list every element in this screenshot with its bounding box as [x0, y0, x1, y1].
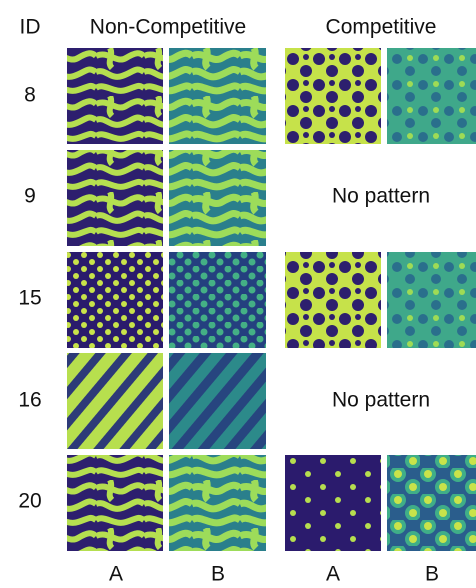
pattern-tile: [67, 48, 163, 144]
no-pattern-note: No pattern: [332, 389, 430, 412]
pattern-tile: [169, 455, 266, 551]
header-id: ID: [20, 16, 41, 39]
tiles: [67, 48, 476, 551]
row-id: 20: [18, 490, 41, 513]
column-label: B: [425, 563, 439, 586]
column-label: A: [109, 563, 123, 586]
pattern-tile: [387, 252, 476, 348]
figure: ID Non-Competitive Competitive 8 9 15 16…: [0, 0, 476, 588]
row-id: 8: [24, 84, 36, 107]
pattern-tile: [285, 455, 381, 551]
pattern-tile: [67, 455, 163, 551]
pattern-tile: [67, 252, 163, 348]
row-id: 9: [24, 185, 36, 208]
pattern-tile: [169, 353, 266, 449]
pattern-tile: [67, 353, 163, 449]
group-title: Competitive: [326, 16, 437, 39]
pattern-tile: [169, 48, 266, 144]
pattern-tile: [169, 150, 266, 246]
row-id: 16: [18, 389, 41, 412]
no-pattern-note: No pattern: [332, 185, 430, 208]
pattern-tile: [285, 48, 381, 144]
pattern-tile: [387, 48, 476, 144]
pattern-tile: [387, 455, 476, 551]
group-title: Non-Competitive: [90, 16, 246, 39]
pattern-tile: [285, 252, 381, 348]
row-id: 15: [18, 287, 41, 310]
pattern-tile: [169, 252, 266, 348]
column-label: B: [211, 563, 225, 586]
column-label: A: [326, 563, 340, 586]
pattern-tile: [67, 150, 163, 246]
